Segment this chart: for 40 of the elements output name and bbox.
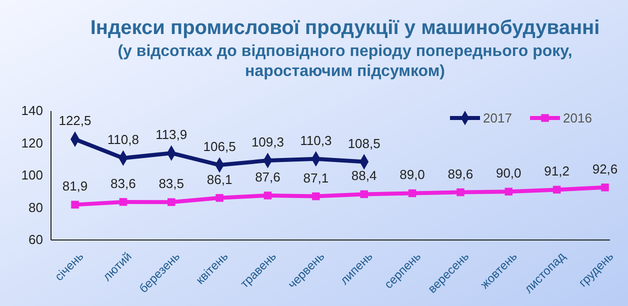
y-tick-label: 100 xyxy=(21,168,43,183)
data-label: 89,6 xyxy=(448,166,474,182)
data-label: 108,5 xyxy=(348,136,380,151)
point xyxy=(119,198,128,206)
data-label: 109,3 xyxy=(251,134,284,150)
legend-label: 2016 xyxy=(563,110,592,126)
data-label: 86,1 xyxy=(206,172,232,187)
point xyxy=(216,194,224,202)
y-tick-label: 140 xyxy=(21,103,43,118)
point xyxy=(456,188,464,196)
point xyxy=(504,188,513,196)
data-label: 83,5 xyxy=(158,176,184,192)
data-label: 87,6 xyxy=(255,169,280,184)
point xyxy=(601,184,609,192)
data-label: 92,6 xyxy=(592,161,618,176)
chart-subtitle: (у відсотках до відповідного періоду попереднього року, наростаючим підсумком) xyxy=(118,43,572,80)
data-label: 110,8 xyxy=(107,132,139,148)
y-tick-label: 80 xyxy=(28,200,43,215)
data-label: 81,9 xyxy=(62,178,88,194)
data-label: 110,3 xyxy=(300,132,332,148)
point xyxy=(167,198,176,206)
y-tick-label: 120 xyxy=(21,135,43,150)
legend-label: 2017 xyxy=(483,110,512,126)
data-label: 91,2 xyxy=(544,164,570,179)
data-label: 87,1 xyxy=(303,170,329,186)
point xyxy=(408,189,416,198)
point xyxy=(360,190,368,198)
chart-title: Індекси промислової продукції у машинобудуванні xyxy=(90,17,600,39)
point xyxy=(552,186,561,194)
point xyxy=(71,200,79,209)
data-label: 83,6 xyxy=(110,176,136,191)
point xyxy=(264,192,272,200)
data-label: 113,9 xyxy=(156,127,188,142)
data-label: 90,0 xyxy=(496,166,522,181)
data-label: 106,5 xyxy=(203,139,236,154)
y-tick-label: 60 xyxy=(28,232,43,248)
data-label: 88,4 xyxy=(351,168,377,184)
data-label: 89,0 xyxy=(400,167,425,182)
data-label: 122,5 xyxy=(58,113,92,128)
point xyxy=(312,192,320,200)
